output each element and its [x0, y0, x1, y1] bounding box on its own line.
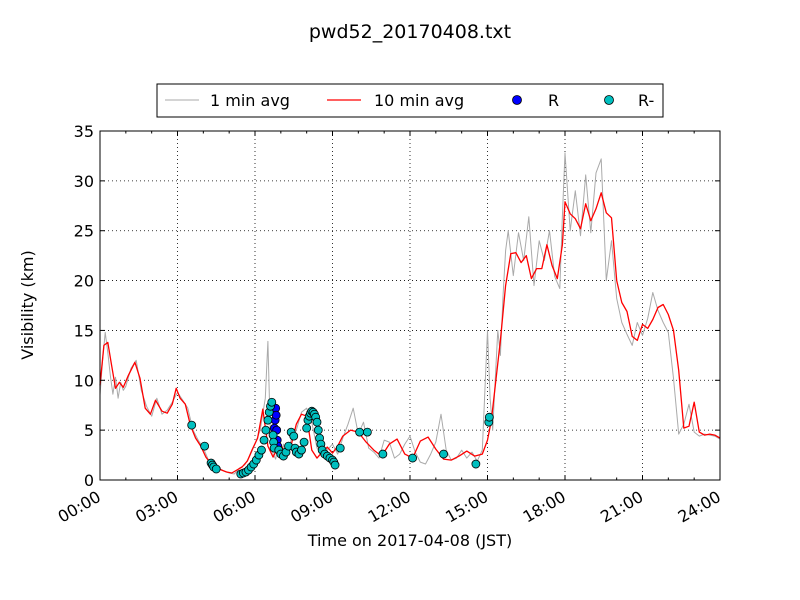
series-10-min-avg: [99, 192, 721, 474]
legend: 1 min avg 10 min avg R R-: [156, 83, 664, 118]
y-tick-label: 35: [74, 122, 94, 141]
r-minus-point: [263, 415, 273, 425]
y-tick-label: 20: [74, 272, 94, 291]
chart-title: pwd52_20170408.txt: [309, 21, 511, 43]
legend-frame: [156, 83, 664, 118]
legend-marker-swatch: [512, 95, 522, 105]
x-tick-label: 06:00: [210, 487, 259, 527]
r-minus-point: [261, 425, 271, 435]
y-tick-label: 25: [74, 222, 94, 241]
r-minus-point: [187, 420, 197, 430]
r-minus-point: [484, 412, 494, 422]
x-tick-label: 18:00: [520, 487, 569, 527]
r-minus-point: [289, 431, 299, 441]
legend-label: 1 min avg: [210, 91, 290, 110]
y-tick-label: 10: [74, 371, 94, 390]
r-minus-point: [299, 437, 309, 447]
legend-label: R-: [638, 91, 654, 110]
r-minus-point: [313, 425, 323, 435]
x-tick-label: 00:00: [55, 487, 104, 527]
y-tick-label: 15: [74, 321, 94, 340]
r-minus-point: [378, 449, 388, 459]
r-minus-point: [408, 453, 417, 463]
legend-marker-swatch: [604, 95, 614, 105]
r-minus-point: [439, 449, 448, 459]
r-minus-point: [312, 417, 322, 427]
r-minus-point: [297, 445, 306, 455]
markers-layer: [187, 397, 494, 479]
axis-ticks: 00:00 03:00 06:00 09:00 12:00 15:00 18:00 21:00…: [55, 122, 724, 527]
y-axis-label: Visibility (km): [18, 250, 37, 359]
r-minus-point: [267, 397, 277, 407]
x-tick-label: 21:00: [597, 487, 646, 527]
x-tick-label: 09:00: [287, 487, 336, 527]
x-tick-label: 03:00: [132, 487, 181, 527]
y-tick-label: 0: [84, 471, 94, 490]
x-axis-label: Time on 2017-04-08 (JST): [307, 531, 512, 550]
y-tick-label: 5: [84, 421, 94, 440]
r-minus-point: [302, 423, 312, 433]
legend-label: R: [548, 91, 559, 110]
r-minus-point: [471, 459, 481, 469]
r-minus-point: [200, 441, 210, 451]
r-minus-point: [355, 427, 365, 437]
legend-label: 10 min avg: [374, 91, 464, 110]
r-minus-point: [330, 460, 340, 470]
x-tick-label: 12:00: [365, 487, 414, 527]
r-minus-point: [259, 435, 269, 445]
x-tick-label: 24:00: [675, 487, 724, 527]
x-tick-label: 15:00: [442, 487, 491, 527]
y-tick-label: 30: [74, 172, 94, 191]
r-minus-point: [257, 445, 266, 455]
r-minus-point: [362, 427, 372, 437]
r-minus-point: [335, 443, 345, 453]
r-minus-point: [211, 464, 221, 474]
